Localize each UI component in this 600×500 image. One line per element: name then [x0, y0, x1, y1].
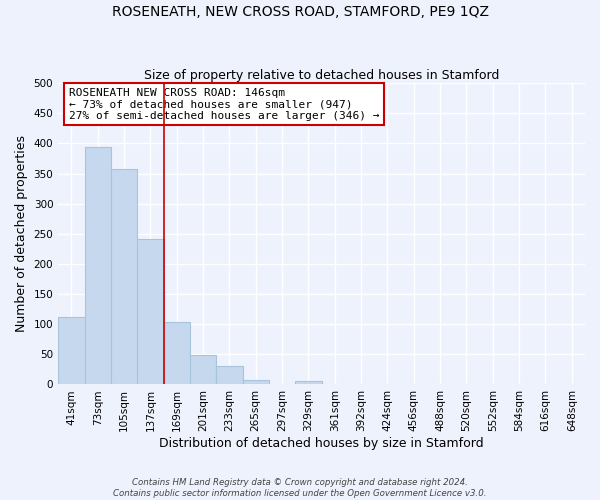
Bar: [85, 147, 111, 384]
Bar: [190, 355, 216, 384]
Bar: [164, 322, 190, 384]
Bar: [216, 366, 242, 384]
Y-axis label: Number of detached properties: Number of detached properties: [15, 136, 28, 332]
Text: ROSENEATH, NEW CROSS ROAD, STAMFORD, PE9 1QZ: ROSENEATH, NEW CROSS ROAD, STAMFORD, PE9…: [112, 5, 488, 19]
X-axis label: Distribution of detached houses by size in Stamford: Distribution of detached houses by size …: [159, 437, 484, 450]
Bar: [111, 168, 137, 384]
Bar: [58, 317, 85, 384]
Bar: [137, 238, 164, 384]
Text: ROSENEATH NEW CROSS ROAD: 146sqm
← 73% of detached houses are smaller (947)
27% : ROSENEATH NEW CROSS ROAD: 146sqm ← 73% o…: [69, 88, 379, 121]
Bar: [295, 381, 322, 384]
Text: Contains HM Land Registry data © Crown copyright and database right 2024.
Contai: Contains HM Land Registry data © Crown c…: [113, 478, 487, 498]
Title: Size of property relative to detached houses in Stamford: Size of property relative to detached ho…: [144, 69, 499, 82]
Bar: [242, 380, 269, 384]
